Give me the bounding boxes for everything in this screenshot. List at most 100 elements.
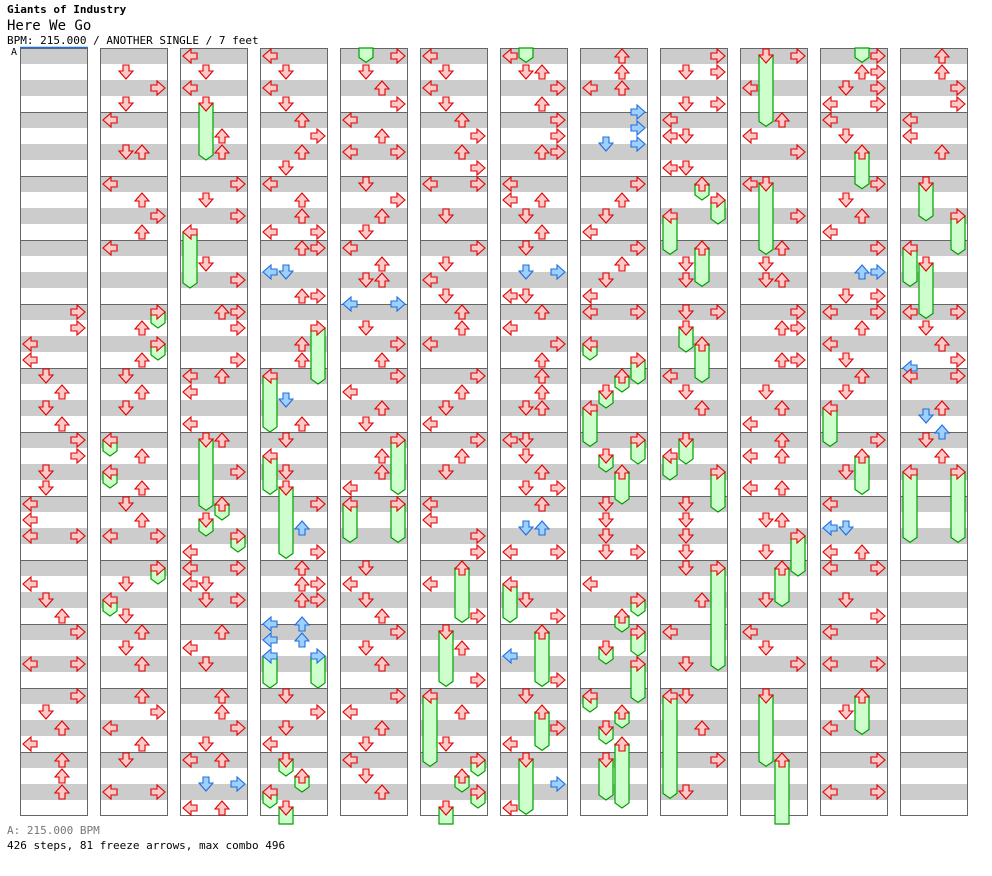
beat-stripe (740, 272, 808, 288)
up-arrow-icon (53, 768, 71, 784)
beat-stripe (500, 112, 568, 128)
right-arrow-icon (150, 79, 166, 97)
beat-stripe (20, 592, 88, 608)
right-arrow-icon (870, 47, 886, 65)
up-arrow-icon (133, 512, 151, 528)
up-arrow-icon (853, 64, 871, 80)
up-arrow-icon (773, 320, 791, 336)
down-arrow-icon (357, 592, 375, 608)
beat-stripe (500, 720, 568, 736)
right-arrow-icon (310, 703, 326, 721)
beat-stripe (180, 624, 248, 640)
beat-stripe (820, 176, 888, 192)
right-arrow-icon (950, 463, 966, 481)
up-arrow-icon (373, 352, 391, 368)
right-arrow-icon (790, 655, 806, 673)
down-arrow-icon (677, 304, 695, 320)
left-arrow-icon (502, 647, 518, 665)
up-arrow-icon (933, 424, 951, 440)
down-arrow-icon (517, 592, 535, 608)
freeze-arrow-body (918, 263, 934, 320)
down-arrow-icon (117, 752, 135, 768)
down-arrow-icon (837, 352, 855, 368)
beat-stripe (420, 176, 488, 192)
beat-stripe (900, 688, 968, 704)
down-arrow-icon (277, 720, 295, 736)
down-arrow-icon (677, 64, 695, 80)
up-arrow-icon (773, 400, 791, 416)
beat-stripe (500, 144, 568, 160)
left-arrow-icon (902, 111, 918, 129)
left-arrow-icon (182, 223, 198, 241)
right-arrow-icon (470, 159, 486, 177)
freeze-arrow-body (262, 375, 278, 433)
beat-stripe (420, 528, 488, 544)
column-border (340, 48, 408, 816)
right-arrow-icon (310, 223, 326, 241)
up-arrow-icon (533, 144, 551, 160)
beat-stripe (420, 240, 488, 256)
left-arrow-icon (342, 479, 358, 497)
left-arrow-icon (22, 511, 38, 529)
beat-stripe (820, 560, 888, 576)
right-arrow-icon (230, 303, 246, 321)
up-arrow-icon (213, 304, 231, 320)
beat-stripe (820, 496, 888, 512)
down-arrow-icon (437, 464, 455, 480)
beat-stripe (580, 496, 648, 512)
up-arrow-icon (373, 784, 391, 800)
up-arrow-icon (613, 608, 631, 624)
beat-stripe (100, 80, 168, 96)
beat-stripe (340, 400, 408, 416)
left-arrow-icon (502, 575, 518, 593)
beat-stripe (580, 80, 648, 96)
up-arrow-icon (373, 272, 391, 288)
beat-stripe (20, 752, 88, 768)
down-arrow-icon (117, 640, 135, 656)
down-arrow-icon (277, 432, 295, 448)
down-arrow-icon (597, 208, 615, 224)
beat-stripe (500, 240, 568, 256)
down-arrow-icon (677, 544, 695, 560)
down-arrow-icon (597, 528, 615, 544)
freeze-arrow-body (422, 695, 438, 768)
up-arrow-icon (693, 336, 711, 352)
left-arrow-icon (822, 111, 838, 129)
freeze-arrow-body (518, 759, 534, 816)
up-arrow-icon (53, 608, 71, 624)
right-arrow-icon (790, 351, 806, 369)
down-arrow-icon (517, 432, 535, 448)
left-arrow-icon (822, 223, 838, 241)
beat-stripe (260, 240, 328, 256)
down-arrow-icon (837, 128, 855, 144)
up-arrow-icon (533, 304, 551, 320)
beat-stripe (500, 688, 568, 704)
right-arrow-icon (470, 527, 486, 545)
column-border (580, 48, 648, 816)
beat-stripe (660, 48, 728, 64)
beat-stripe (740, 464, 808, 480)
down-arrow-icon (677, 784, 695, 800)
column-border (20, 48, 88, 816)
column-border (660, 48, 728, 816)
beat-stripe (420, 304, 488, 320)
freeze-arrow-body (198, 439, 214, 512)
beat-stripe (340, 336, 408, 352)
down-arrow-icon (517, 400, 535, 416)
up-arrow-icon (613, 368, 631, 384)
right-arrow-icon (150, 303, 166, 321)
beat-stripe (740, 80, 808, 96)
right-arrow-icon (70, 527, 86, 545)
up-arrow-icon (133, 192, 151, 208)
beat-stripe (580, 784, 648, 800)
down-arrow-icon (197, 656, 215, 672)
beat-stripe (580, 304, 648, 320)
down-arrow-icon (197, 192, 215, 208)
chart-column (500, 48, 568, 816)
beat-stripe (500, 528, 568, 544)
right-arrow-icon (630, 135, 646, 153)
down-arrow-icon (197, 512, 215, 528)
beat-stripe (260, 272, 328, 288)
beat-stripe (340, 144, 408, 160)
up-arrow-icon (213, 432, 231, 448)
